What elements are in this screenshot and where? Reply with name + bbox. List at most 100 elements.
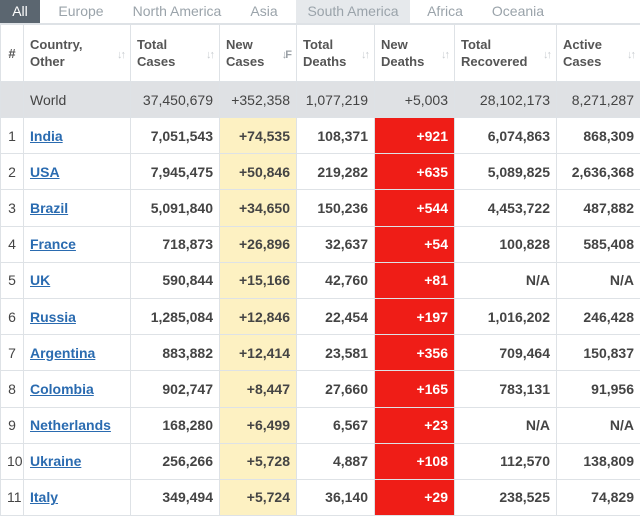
total-deaths-cell: 219,282 [297,154,375,190]
new-cases-cell: +50,846 [220,154,297,190]
new-cases-cell: +12,414 [220,335,297,371]
total-recovered-cell: N/A [455,262,557,298]
new-deaths-cell: +197 [375,298,455,334]
tab-africa[interactable]: Africa [416,0,474,23]
tab-europe[interactable]: Europe [46,0,116,23]
total-deaths-cell: 32,637 [297,226,375,262]
tab-north-america[interactable]: North America [122,0,232,23]
sort-icon[interactable]: ↓↑ [117,47,124,64]
total-deaths-cell: 22,454 [297,298,375,334]
active-cases-cell: 585,408 [557,226,640,262]
country-link[interactable]: UK [30,272,50,288]
header-rank: # [1,25,24,82]
world-rank-cell [1,82,24,118]
new-cases-cell: +74,535 [220,118,297,154]
sort-active-icon[interactable]: ↓F [282,47,290,64]
world-row: World 37,450,679 +352,358 1,077,219 +5,0… [1,82,640,118]
active-cases-cell: 246,428 [557,298,640,334]
new-deaths-cell: +356 [375,335,455,371]
country-link[interactable]: Ukraine [30,453,81,469]
country-cell: USA [24,154,131,190]
country-cell: Russia [24,298,131,334]
header-active-cases[interactable]: Active Cases ↓↑ [557,25,640,82]
total-recovered-cell: 783,131 [455,371,557,407]
country-link[interactable]: Russia [30,309,76,325]
country-cell: Colombia [24,371,131,407]
total-cases-cell: 1,285,084 [131,298,220,334]
header-active-cases-line1: Active [563,37,602,52]
sort-icon[interactable]: ↓↑ [206,47,213,64]
total-recovered-cell: 1,016,202 [455,298,557,334]
header-total-cases-line2: Cases [137,54,175,69]
sort-icon[interactable]: ↓↑ [627,47,634,64]
header-total-recovered[interactable]: Total Recovered ↓↑ [455,25,557,82]
header-total-cases[interactable]: Total Cases ↓↑ [131,25,220,82]
country-link[interactable]: Argentina [30,345,95,361]
total-cases-cell: 5,091,840 [131,190,220,226]
row-rank: 11 [1,479,24,515]
country-cell: India [24,118,131,154]
total-cases-cell: 902,747 [131,371,220,407]
country-link[interactable]: Brazil [30,200,68,216]
total-cases-cell: 7,945,475 [131,154,220,190]
active-cases-cell: 868,309 [557,118,640,154]
new-deaths-cell: +544 [375,190,455,226]
sort-icon[interactable]: ↓↑ [361,47,368,64]
header-total-recovered-line1: Total [461,37,491,52]
sort-icon[interactable]: ↓↑ [441,47,448,64]
active-cases-cell: 74,829 [557,479,640,515]
tab-all[interactable]: All [0,0,40,23]
header-total-deaths-line1: Total [303,37,333,52]
row-rank: 10 [1,443,24,479]
header-active-cases-line2: Cases [563,54,601,69]
country-link[interactable]: Colombia [30,381,94,397]
country-link[interactable]: Italy [30,489,58,505]
total-deaths-cell: 42,760 [297,262,375,298]
world-total-recovered: 28,102,173 [455,82,557,118]
country-link[interactable]: France [30,236,76,252]
world-label: World [24,82,131,118]
row-rank: 1 [1,118,24,154]
header-total-deaths[interactable]: Total Deaths ↓↑ [297,25,375,82]
world-new-cases: +352,358 [220,82,297,118]
country-link[interactable]: USA [30,164,60,180]
active-cases-cell: 138,809 [557,443,640,479]
total-deaths-cell: 108,371 [297,118,375,154]
country-cell: Italy [24,479,131,515]
total-recovered-cell: 5,089,825 [455,154,557,190]
header-country-line2: Other [30,54,65,69]
header-new-deaths[interactable]: New Deaths ↓↑ [375,25,455,82]
new-deaths-cell: +108 [375,443,455,479]
region-tabs: All Europe North America Asia South Amer… [0,0,640,24]
new-cases-cell: +12,846 [220,298,297,334]
sort-icon[interactable]: ↓↑ [543,47,550,64]
tab-south-america[interactable]: South America [296,0,410,23]
world-total-cases: 37,450,679 [131,82,220,118]
total-recovered-cell: N/A [455,407,557,443]
total-deaths-cell: 4,887 [297,443,375,479]
new-cases-cell: +26,896 [220,226,297,262]
total-deaths-cell: 6,567 [297,407,375,443]
country-cell: Netherlands [24,407,131,443]
world-total-deaths: 1,077,219 [297,82,375,118]
header-country[interactable]: Country, Other ↓↑ [24,25,131,82]
country-link[interactable]: India [30,128,63,144]
country-cell: France [24,226,131,262]
header-total-deaths-line2: Deaths [303,54,346,69]
tab-oceania[interactable]: Oceania [480,0,556,23]
row-rank: 3 [1,190,24,226]
header-new-cases[interactable]: New Cases ↓F [220,25,297,82]
country-cell: Ukraine [24,443,131,479]
new-cases-cell: +34,650 [220,190,297,226]
total-deaths-cell: 150,236 [297,190,375,226]
country-link[interactable]: Netherlands [30,417,111,433]
row-rank: 4 [1,226,24,262]
row-rank: 7 [1,335,24,371]
tab-asia[interactable]: Asia [238,0,290,23]
